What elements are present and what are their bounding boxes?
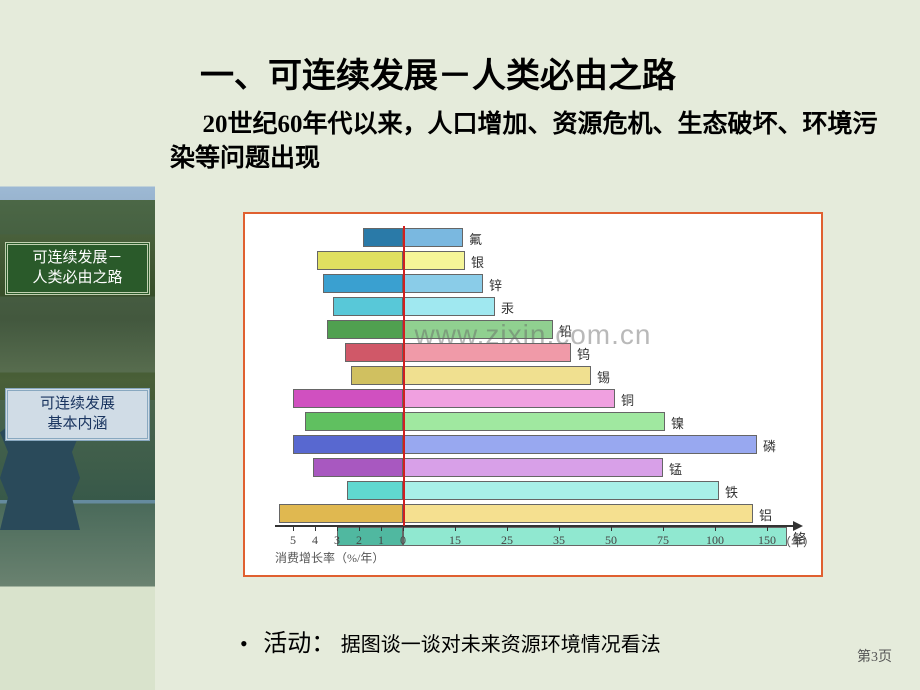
chart-axis: 消费增长率（%/年） （年） 0123451525355075100150 [275, 525, 795, 563]
bar-left-segment [293, 435, 403, 454]
bar-left-segment [279, 504, 403, 523]
bar-row: 铜 [275, 387, 795, 410]
bar-right-segment [403, 274, 483, 293]
bar-row: 银 [275, 249, 795, 272]
bar-right-segment [403, 504, 753, 523]
bar-element-label: 锡 [597, 367, 610, 386]
activity-label: 活动： [263, 631, 335, 657]
axis-tick-label: 75 [657, 533, 669, 548]
axis-tick [559, 525, 560, 531]
activity-line: • 活动： 据图谈一谈对未来资源环境情况看法 [240, 623, 661, 658]
sidebar-inactive-line2: 基本内涵 [47, 416, 107, 432]
axis-tick-label: 2 [356, 533, 362, 548]
bar-element-label: 铝 [759, 505, 772, 524]
page-number: 第3页 [857, 646, 892, 666]
axis-tick [767, 525, 768, 531]
bar-element-label: 汞 [501, 298, 514, 317]
chart-container: www.zixin.com.cn 氟银锌汞铅钨锡铜镍磷锰铁铝铬 消费增长率（%/… [243, 212, 823, 577]
bar-right-segment [403, 297, 495, 316]
axis-tick [293, 525, 294, 531]
bar-right-segment [403, 412, 665, 431]
bar-row: 铁 [275, 479, 795, 502]
axis-right-unit: （年） [779, 533, 815, 550]
sidebar-inactive-line1: 可连续发展 [40, 396, 115, 412]
sidebar-button-active[interactable]: 可连续发展－ 人类必由之路 [5, 242, 150, 295]
bar-right-segment [403, 435, 757, 454]
bar-left-segment [351, 366, 403, 385]
activity-desc: 据图谈一谈对未来资源环境情况看法 [341, 634, 661, 656]
bar-element-label: 镍 [671, 413, 684, 432]
watermark-text: www.zixin.com.cn [245, 319, 821, 351]
axis-tick [315, 525, 316, 531]
bar-left-segment [333, 297, 403, 316]
bar-right-segment [403, 458, 663, 477]
bar-row: 汞 [275, 295, 795, 318]
axis-tick-label: 150 [758, 533, 776, 548]
page-title: 一、可连续发展－人类必由之路 [155, 48, 920, 97]
sidebar-active-line1: 可连续发展－ [32, 250, 122, 266]
sidebar-button-inactive[interactable]: 可连续发展 基本内涵 [5, 388, 150, 441]
bar-right-segment [403, 389, 615, 408]
content-panel: 一、可连续发展－人类必由之路 20世纪60年代以来，人口增加、资源危机、生态破坏… [155, 0, 920, 690]
axis-tick [455, 525, 456, 531]
bar-left-segment [347, 481, 403, 500]
bar-element-label: 银 [471, 252, 484, 271]
bar-left-segment [313, 458, 403, 477]
bar-row: 铝 [275, 502, 795, 525]
axis-tick-label: 35 [553, 533, 565, 548]
axis-tick-label: 4 [312, 533, 318, 548]
axis-tick [663, 525, 664, 531]
bar-row: 磷 [275, 433, 795, 456]
bar-left-segment [293, 389, 403, 408]
axis-tick-label: 100 [706, 533, 724, 548]
bar-row: 锌 [275, 272, 795, 295]
axis-tick-label: 1 [378, 533, 384, 548]
bar-row: 锡 [275, 364, 795, 387]
axis-tick [337, 525, 338, 531]
bar-row: 氟 [275, 226, 795, 249]
axis-tick [611, 525, 612, 531]
page-subtitle: 20世纪60年代以来，人口增加、资源危机、生态破坏、环境污染等问题出现 [170, 108, 900, 176]
bar-left-segment [363, 228, 403, 247]
axis-tick [359, 525, 360, 531]
bar-left-segment [305, 412, 403, 431]
bar-element-label: 铁 [725, 482, 738, 501]
axis-tick-label: 25 [501, 533, 513, 548]
axis-tick-label: 15 [449, 533, 461, 548]
axis-caption: 消费增长率（%/年） [275, 549, 384, 566]
bar-row: 镍 [275, 410, 795, 433]
bar-right-segment [403, 481, 719, 500]
bar-right-segment [403, 228, 463, 247]
axis-tick-label: 50 [605, 533, 617, 548]
bar-left-segment [323, 274, 403, 293]
bar-left-segment [317, 251, 403, 270]
bar-element-label: 氟 [469, 229, 482, 248]
bullet-icon: • [240, 631, 248, 656]
bar-element-label: 铜 [621, 390, 634, 409]
axis-tick [381, 525, 382, 531]
sidebar-active-line2: 人类必由之路 [32, 270, 122, 286]
axis-tick [507, 525, 508, 531]
chart-bars-area: 氟银锌汞铅钨锡铜镍磷锰铁铝铬 [275, 226, 795, 526]
axis-tick-label: 3 [334, 533, 340, 548]
chart-zero-line [403, 226, 405, 526]
bar-right-segment [403, 366, 591, 385]
bar-element-label: 磷 [763, 436, 776, 455]
bar-row: 锰 [275, 456, 795, 479]
axis-tick-label: 0 [400, 533, 406, 548]
axis-tick-label: 5 [290, 533, 296, 548]
bar-right-segment [403, 251, 465, 270]
bar-element-label: 锰 [669, 459, 682, 478]
bar-element-label: 锌 [489, 275, 502, 294]
axis-tick [715, 525, 716, 531]
axis-line [275, 525, 795, 527]
